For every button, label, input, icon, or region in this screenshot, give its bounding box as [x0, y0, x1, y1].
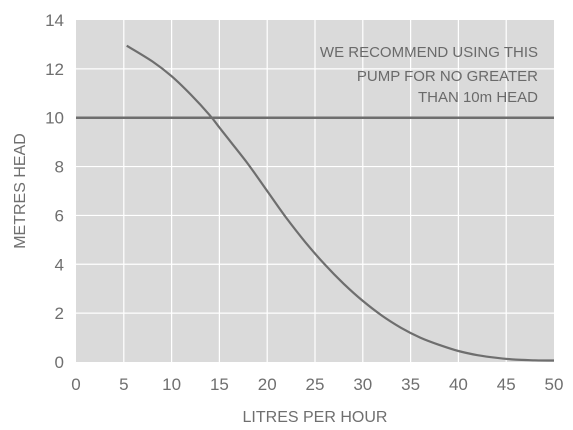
x-tick-label-6: 30 [353, 375, 372, 394]
y-tick-label-5: 10 [45, 109, 64, 128]
x-tick-label-3: 15 [210, 375, 229, 394]
series-line [126, 44, 555, 362]
annotation-line-1: WE RECOMMEND USING THIS [320, 44, 538, 61]
y-tick-label-2: 4 [55, 255, 64, 274]
x-tick-label-8: 40 [449, 375, 468, 394]
x-tick-label-1: 5 [119, 375, 128, 394]
x-tick-label-0: 0 [71, 375, 80, 394]
x-tick-label-5: 25 [306, 375, 325, 394]
x-tick-label-9: 45 [497, 375, 516, 394]
x-axis-ticks: 0 5 10 15 20 25 30 35 40 45 50 [71, 375, 563, 394]
annotation-line-3: THAN 10m HEAD [418, 89, 538, 106]
annotation: WE RECOMMEND USING THIS PUMP FOR NO GREA… [320, 44, 538, 106]
y-tick-label-4: 8 [55, 158, 64, 177]
y-tick-label-3: 6 [55, 206, 64, 225]
y-tick-label-0: 0 [55, 353, 64, 372]
y-tick-label-6: 12 [45, 60, 64, 79]
y-axis-title: METRES HEAD [12, 133, 29, 249]
x-tick-label-2: 10 [162, 375, 181, 394]
y-axis-ticks: 0 2 4 6 8 10 12 14 [45, 11, 64, 372]
annotation-line-2: PUMP FOR NO GREATER [357, 68, 538, 85]
x-tick-label-4: 20 [258, 375, 277, 394]
y-tick-label-1: 2 [55, 304, 64, 323]
x-axis-title: LITRES PER HOUR [243, 409, 388, 426]
x-tick-label-10: 50 [545, 375, 564, 394]
y-tick-label-7: 14 [45, 11, 64, 30]
x-tick-label-7: 35 [401, 375, 420, 394]
